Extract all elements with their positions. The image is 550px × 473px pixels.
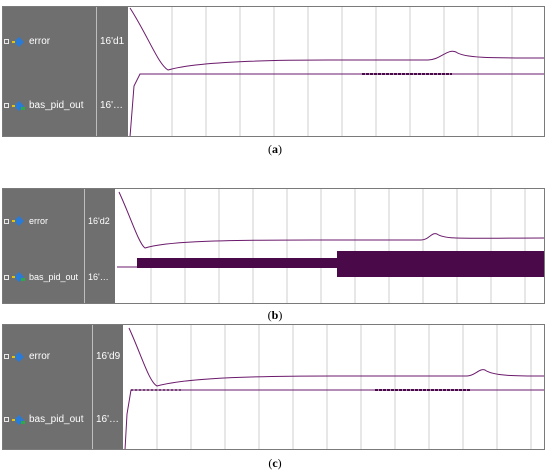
expand-icon[interactable] — [4, 218, 9, 224]
signal-icon — [12, 414, 26, 425]
signal-name: bas_pid_out — [29, 414, 84, 425]
waveform-panel-c: error bas_pid_out 16'd9 16'… — [2, 324, 545, 450]
waveform-area[interactable] — [128, 6, 545, 137]
signal-row-error[interactable]: error — [4, 36, 50, 47]
signal-name: bas_pid_out — [29, 272, 79, 282]
signal-row-error[interactable]: error — [4, 351, 50, 362]
signal-icon — [12, 216, 26, 226]
grid-lines — [150, 188, 526, 304]
waveform-area[interactable] — [115, 188, 545, 304]
signal-row-bas-pid-out[interactable]: bas_pid_out — [4, 414, 84, 425]
signal-value-error: 16'd9 — [96, 351, 121, 362]
signal-value-bas-pid-out: 16'… — [88, 272, 109, 282]
signal-row-error[interactable]: error — [4, 216, 48, 226]
panel-caption-b: (b) — [267, 308, 283, 322]
grid-lines — [171, 6, 513, 137]
panel-border — [2, 324, 545, 450]
expand-icon[interactable] — [4, 103, 9, 108]
signal-row-bas-pid-out[interactable]: bas_pid_out — [4, 100, 84, 111]
bas-pid-out-dense-block — [337, 251, 545, 277]
signal-value-bas-pid-out: 16'… — [100, 100, 124, 111]
bas-pid-out-dense-block — [137, 258, 337, 268]
signal-value-column: 16'd1 16'… — [96, 6, 128, 137]
signal-row-bas-pid-out[interactable]: bas_pid_out — [4, 272, 78, 282]
bas-pid-out-waveform — [124, 389, 545, 450]
signal-icon — [12, 36, 26, 47]
signal-value-column: 16'd9 16'… — [92, 324, 123, 450]
signal-value-error: 16'd1 — [100, 36, 125, 47]
signal-name-column: error bas_pid_out — [2, 188, 84, 304]
panel-caption-c: (c) — [268, 456, 282, 470]
signal-name-column: error bas_pid_out — [2, 6, 96, 137]
signal-name: error — [29, 36, 51, 47]
signal-icon — [12, 100, 26, 111]
signal-value-column: 16'd2 16'… — [84, 188, 115, 304]
panel-border — [2, 6, 545, 137]
signal-icon — [12, 351, 26, 362]
signal-name: bas_pid_out — [29, 100, 84, 111]
expand-icon[interactable] — [4, 417, 9, 422]
signal-icon — [12, 272, 26, 282]
expand-icon[interactable] — [4, 274, 9, 280]
expand-icon[interactable] — [4, 39, 9, 44]
bas-pid-out-waveform — [129, 73, 545, 137]
signal-name-column: error bas_pid_out — [2, 324, 92, 450]
signal-name: error — [29, 351, 51, 362]
grid-lines — [156, 324, 532, 450]
signal-value-error: 16'd2 — [88, 216, 110, 226]
panel-caption-a: (a) — [268, 142, 282, 156]
expand-icon[interactable] — [4, 354, 9, 359]
panel-border — [2, 188, 545, 304]
waveform-panel-b: error bas_pid_out 16'd2 16'… — [2, 188, 545, 304]
error-waveform — [129, 7, 545, 71]
signal-value-bas-pid-out: 16'… — [96, 414, 120, 425]
waveform-panel-a: error bas_pid_out 16'd1 16'… — [2, 6, 545, 137]
waveform-area[interactable] — [123, 324, 545, 450]
signal-name: error — [29, 216, 49, 226]
error-waveform — [128, 327, 545, 387]
error-waveform — [118, 191, 545, 249]
